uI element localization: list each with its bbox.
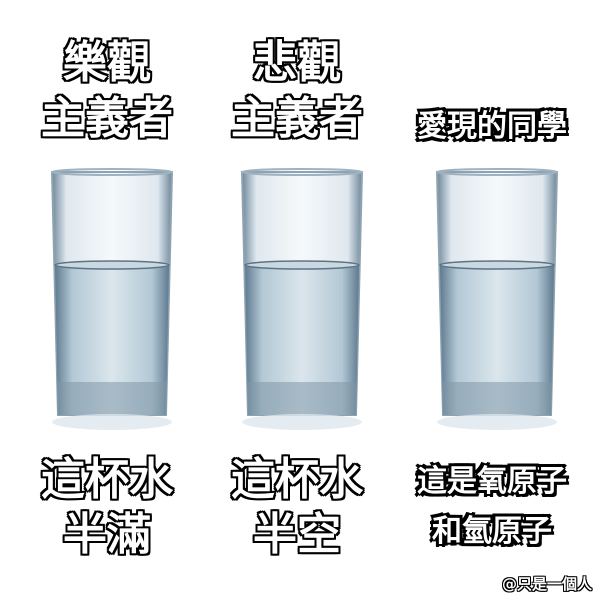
bottom-caption-line2: 半滿	[62, 509, 152, 561]
top-caption-line1: 樂觀	[62, 37, 152, 89]
water-glass-image	[50, 168, 174, 430]
panel-pessimist: 悲觀 主義者 這杯水 半空	[202, 0, 392, 600]
top-caption-line2: 主義者	[230, 93, 364, 145]
water-glass-image	[240, 168, 364, 430]
bottom-caption-line2: 和氫原子	[432, 514, 552, 549]
water-glass-image	[435, 168, 559, 430]
watermark-credit: @只是一個人	[501, 575, 592, 593]
top-caption-line2: 愛現的同學	[417, 109, 567, 144]
top-caption-line2: 主義者	[40, 93, 174, 145]
bottom-caption-line2: 半空	[252, 509, 342, 561]
bottom-caption-line1: 這是氧原子	[417, 464, 567, 499]
panel-optimist: 樂觀 主義者 這杯水 半滿	[12, 0, 202, 600]
bottom-caption-line1: 這杯水	[230, 454, 364, 506]
panel-show-off: 愛現的同學 這是氧原子 和氫原子	[394, 0, 590, 600]
bottom-caption-line1: 這杯水	[40, 454, 174, 506]
top-caption-line1: 悲觀	[252, 37, 342, 89]
